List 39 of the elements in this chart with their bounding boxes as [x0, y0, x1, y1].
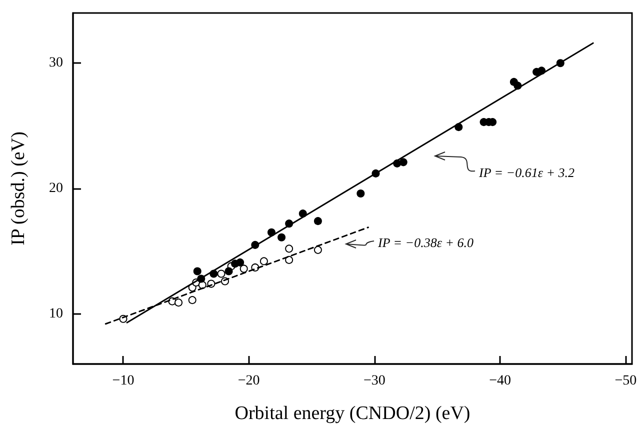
point	[314, 217, 322, 226]
point	[285, 220, 294, 228]
point	[556, 59, 564, 68]
point	[217, 270, 226, 278]
y-axis-title: IP (obsd.) (eV)	[8, 132, 29, 246]
point	[251, 240, 260, 249]
annotation: IP = −0.38ε + 6.0	[377, 235, 474, 250]
x-tick-label: −30	[364, 374, 386, 388]
y-tick-label: 30	[49, 56, 63, 71]
point	[193, 267, 202, 276]
point	[538, 66, 546, 75]
x-tick-label: −40	[489, 374, 512, 388]
point	[514, 82, 522, 90]
y-tick-label: 20	[49, 181, 63, 196]
point	[454, 123, 463, 132]
point	[236, 258, 244, 266]
point	[399, 158, 408, 166]
point	[188, 296, 196, 304]
point	[298, 210, 307, 218]
point	[174, 298, 183, 307]
point	[240, 264, 248, 273]
point	[285, 244, 294, 253]
point	[278, 233, 286, 242]
point	[260, 257, 268, 266]
x-tick-label: −50	[614, 374, 637, 388]
x-axis-title: Orbital energy (CNDO/2) (eV)	[234, 403, 470, 424]
annotation: IP = −0.61ε + 3.2	[478, 165, 575, 180]
point	[356, 190, 365, 198]
point	[197, 274, 206, 283]
x-tick-label: −10	[112, 374, 134, 388]
point	[267, 228, 276, 236]
point	[285, 256, 294, 264]
point	[314, 246, 322, 254]
y-tick-label: 10	[49, 306, 63, 322]
point	[224, 267, 233, 276]
point	[372, 169, 380, 178]
point	[393, 159, 402, 168]
x-tick-label: −20	[238, 374, 260, 388]
point	[210, 270, 218, 278]
